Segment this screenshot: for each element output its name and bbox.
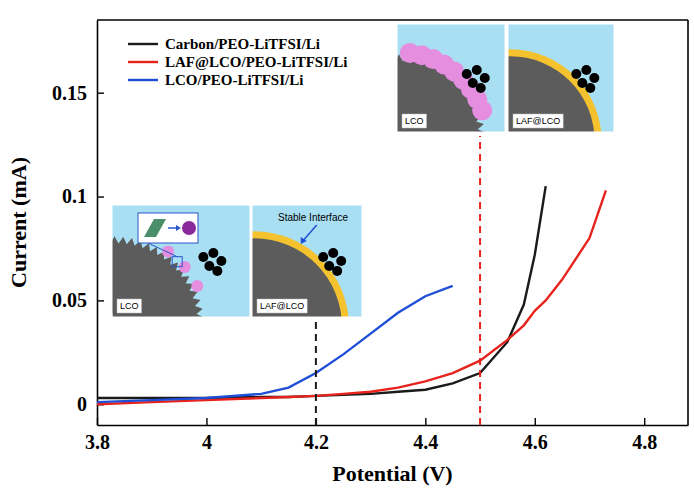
magnifier-box [138, 213, 198, 243]
coating [508, 49, 602, 132]
polymer-chain [144, 219, 166, 237]
tick-label: 0.15 [52, 82, 87, 104]
carbon-dot [198, 252, 208, 262]
tick-mark [535, 418, 536, 425]
inset-label: LCO [120, 301, 139, 311]
tick-mark [97, 92, 104, 93]
legend-swatch [128, 43, 158, 45]
y-axis: 0 0.05 0.1 0.15 [52, 21, 104, 426]
legend-label: Carbon/PEO-LiTFSI/Li [165, 36, 320, 52]
inset-border [112, 205, 250, 317]
tick-label: 4.2 [304, 431, 329, 453]
decomposed-product [182, 221, 196, 235]
inset-body [112, 205, 250, 317]
plot-area [97, 136, 606, 425]
carbon-dot [336, 256, 346, 266]
inset-label: LCO [405, 116, 424, 126]
tick-label: 4.8 [632, 431, 657, 453]
carbon-dot [589, 73, 599, 83]
tick-label: 3.8 [85, 431, 110, 453]
reference-line [315, 321, 317, 425]
coating [252, 231, 349, 317]
inset-label-box [513, 114, 563, 128]
particle [508, 56, 595, 132]
tick-label: 0 [77, 393, 87, 415]
inset-note: Stable Interface [278, 212, 348, 223]
reference-line [479, 136, 481, 425]
carbon-dot [585, 83, 595, 93]
axis-line [98, 425, 689, 427]
tick-mark [425, 418, 426, 425]
inset-label-box [117, 299, 142, 313]
inset-panel: LAF@LCO [419, 24, 614, 232]
magnifier-spot [172, 257, 182, 267]
tick-label: 4 [202, 431, 212, 453]
carbon-dot [476, 83, 486, 93]
carbon-dot [212, 266, 222, 276]
carbon-dot [472, 65, 482, 75]
inset-label: LAF@LCO [516, 116, 560, 126]
tick-label: 0.05 [52, 289, 87, 311]
carbon-dot [318, 252, 328, 262]
inset-border [252, 205, 362, 317]
x-axis-title: Potential (V) [332, 461, 452, 486]
inset-body [252, 205, 362, 317]
tick: 4.6 [523, 418, 548, 453]
carbon-dot [328, 248, 338, 258]
carbon-dot [208, 248, 218, 258]
note-arrow [303, 225, 317, 241]
tick-mark [206, 418, 207, 425]
carbon-dot [571, 69, 581, 79]
particle [112, 236, 204, 317]
series-line [97, 190, 606, 404]
carbon-dot [216, 256, 226, 266]
chart: 3.8 4 4.2 4.4 4.6 4.8 0 0.05 0.1 0.15 Potential (V… [0, 0, 694, 494]
legend-swatch [128, 79, 158, 81]
tick-label: 4.4 [413, 431, 438, 453]
tick: 0.1 [62, 185, 104, 207]
inset-border [508, 24, 614, 132]
magnifier-leader [148, 243, 177, 257]
legend-label: LCO/PEO-LiTFSI/Li [165, 72, 303, 88]
inset-panel: LCO [382, 24, 505, 158]
frame-right [687, 20, 689, 425]
note-arrow-head [301, 237, 307, 244]
tick: 4 [202, 418, 212, 453]
tick-label: 4.6 [523, 431, 548, 453]
x-axis: 3.8 4 4.2 4.4 4.6 4.8 [85, 418, 689, 453]
decomposition [162, 245, 174, 257]
tick-mark [97, 196, 104, 197]
inset-panel: LCO [97, 205, 250, 344]
tick-label: 0.1 [62, 185, 87, 207]
tick-mark [644, 418, 645, 425]
legend-label: LAF@LCO/PEO-LiTFSI/Li [165, 54, 347, 70]
inset-label-box [257, 299, 307, 313]
axis-line [97, 21, 99, 426]
inset-label-box [402, 114, 427, 128]
inset-body [397, 24, 505, 132]
decomposition [191, 280, 203, 292]
inset-label: LAF@LCO [260, 301, 304, 311]
reaction-arrow-head [176, 225, 181, 231]
carbon-dot [480, 73, 490, 83]
inset-body [508, 24, 614, 132]
carbon-dot [462, 69, 472, 79]
tick: 4.8 [632, 418, 657, 453]
tick: 4.4 [413, 418, 438, 453]
legend: Carbon/PEO-LiTFSI/Li LAF@LCO/PEO-LiTFSI/L… [128, 36, 347, 88]
frame-top [97, 19, 688, 21]
legend-swatch [128, 61, 158, 63]
y-axis-title: Current (mA) [6, 157, 31, 288]
inset-panel: LAF@LCO Stable Interface [160, 205, 362, 421]
carbon-dot [581, 65, 591, 75]
tick: 0.05 [52, 289, 104, 311]
particle [252, 238, 342, 317]
decomposition [472, 100, 492, 120]
tick-mark [97, 300, 104, 301]
carbon-dot [332, 266, 342, 276]
inset-border [397, 24, 505, 132]
tick: 0.15 [52, 82, 104, 104]
